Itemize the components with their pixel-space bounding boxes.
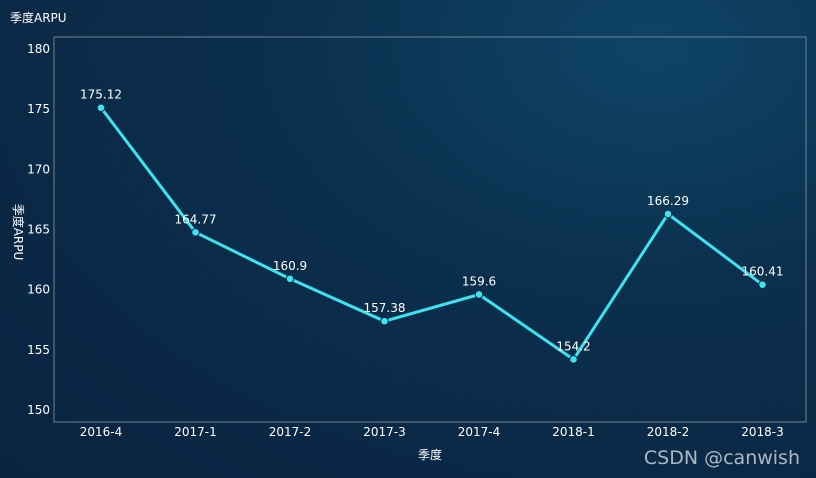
x-tick-label: 2017-1 <box>174 425 217 439</box>
y-tick-label: 155 <box>27 343 50 357</box>
data-points <box>96 103 767 364</box>
x-tick-label: 2018-2 <box>647 425 690 439</box>
data-labels: 175.12 164.77 160.9 157.38 159.6 154.2 166.29 1… <box>80 88 784 354</box>
y-tick-label: 160 <box>27 283 50 297</box>
data-point[interactable] <box>474 290 484 299</box>
data-label: 159.6 <box>462 274 496 288</box>
y-tick-label: 150 <box>27 403 50 417</box>
plot-border <box>53 36 807 423</box>
chart-title: 季度ARPU <box>10 11 67 25</box>
data-label: 160.41 <box>742 265 784 279</box>
y-tick-label: 180 <box>27 42 50 56</box>
data-point[interactable] <box>569 355 578 364</box>
data-point[interactable] <box>380 316 389 326</box>
data-label: 166.29 <box>647 194 689 208</box>
data-label: 160.9 <box>273 259 307 273</box>
y-tick-label: 170 <box>27 162 50 176</box>
y-tick-labels: 150 155 160 165 170 175 180 <box>27 42 50 417</box>
y-tick-label: 165 <box>27 223 50 237</box>
series-line <box>99 106 764 361</box>
data-point[interactable] <box>758 280 767 290</box>
x-tick-label: 2017-4 <box>458 425 501 439</box>
data-label: 157.38 <box>364 301 406 315</box>
data-label: 154.2 <box>556 339 590 353</box>
data-point[interactable] <box>663 209 673 219</box>
x-tick-label: 2018-3 <box>741 425 784 439</box>
y-tick-label: 175 <box>27 102 50 116</box>
x-tick-label: 2018-1 <box>552 425 595 439</box>
x-tick-labels: 2016-4 2017-1 2017-2 2017-3 2017-4 2018-1 2018… <box>80 425 784 439</box>
data-label: 164.77 <box>175 212 217 226</box>
data-point[interactable] <box>285 274 295 284</box>
x-tick-label: 2017-3 <box>363 425 406 439</box>
x-tick-label: 2017-2 <box>269 425 312 439</box>
x-tick-label: 2016-4 <box>80 425 123 439</box>
data-point[interactable] <box>96 103 106 113</box>
watermark: CSDN @canwish <box>643 447 800 469</box>
data-point[interactable] <box>191 227 200 237</box>
data-label: 175.12 <box>80 88 122 102</box>
x-axis-label: 季度 <box>418 447 442 462</box>
y-axis-label: 季度ARPU <box>11 204 26 261</box>
